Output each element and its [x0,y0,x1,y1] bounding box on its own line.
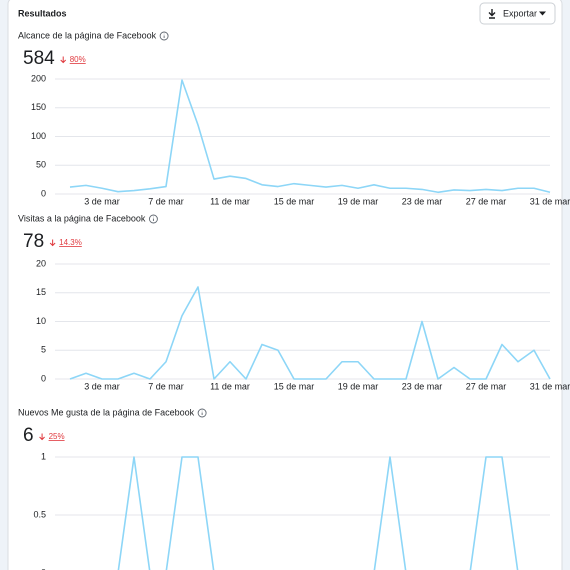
y-tick-label: 1 [41,451,46,461]
y-tick-label: 10 [36,316,46,326]
metric-change: 25% [49,432,65,441]
x-tick-label: 23 de mar [402,196,443,206]
button-frame[interactable] [479,2,556,25]
down-arrow [39,433,45,441]
export-button[interactable]: Exportar [479,2,556,25]
metric-total: 584 [23,48,55,69]
x-tick-label: 27 de mar [466,381,507,391]
metric-title: Nuevos Me gusta de la página de Facebook [18,407,195,417]
button-label[interactable]: Exportar [503,8,537,18]
info-icon [197,408,207,418]
info-icon [159,31,169,41]
x-tick-label: 31 de mar [530,381,570,391]
x-tick-label: 11 de mar [210,381,250,391]
metric-total: 78 [23,231,44,252]
down-arrow [60,56,67,64]
metric-title: Alcance de la página de Facebook [18,30,157,40]
y-tick-label: 0 [41,188,46,198]
download-icon [488,9,496,19]
x-tick-label: 11 de mar [210,196,250,206]
y-tick-label: 100 [31,131,46,141]
y-tick-label: 5 [41,345,46,355]
x-tick-label: 7 de mar [148,196,184,206]
metric-change: 80% [70,55,86,64]
x-tick-label: 31 de mar [530,196,570,206]
info-icon [148,214,158,224]
y-tick-label: 0 [41,567,46,570]
y-tick-label: 20 [36,258,46,268]
metric-total: 6 [23,425,34,446]
x-tick-label: 3 de mar [84,196,120,206]
metric-title: Visitas a la página de Facebook [18,213,146,223]
x-tick-label: 19 de mar [338,381,379,391]
x-tick-label: 15 de mar [274,196,315,206]
y-tick-label: 15 [36,287,46,297]
x-tick-label: 27 de mar [466,196,507,206]
down-arrow [49,239,56,247]
data-line [69,286,551,380]
metric-change: 14.3% [59,238,82,247]
card [7,0,563,570]
x-tick-label: 7 de mar [148,381,184,391]
x-tick-label: 23 de mar [402,381,443,391]
y-tick-label: 200 [31,73,46,83]
x-tick-label: 15 de mar [274,381,315,391]
data-line [69,79,551,194]
dropdown-caret [539,11,546,16]
y-tick-label: 0.5 [33,509,46,519]
x-tick-label: 3 de mar [84,381,120,391]
section-title: Resultados [18,8,67,18]
y-tick-label: 150 [31,102,46,112]
x-tick-label: 19 de mar [338,196,379,206]
y-tick-label: 0 [41,373,46,383]
y-tick-label: 50 [36,160,46,170]
